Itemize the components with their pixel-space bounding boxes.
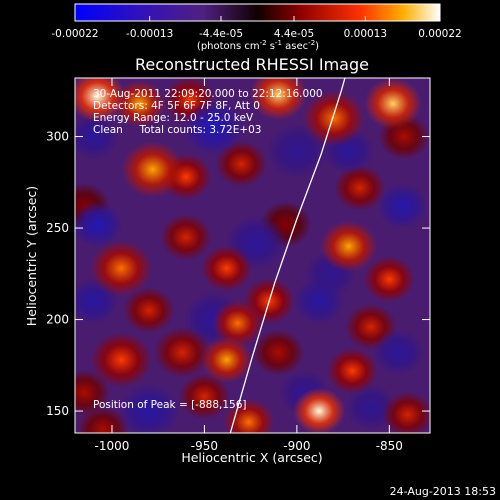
annotation-energy-range: Energy Range: 12.0 - 25.0 keV [93, 112, 254, 124]
rhessi-image [75, 78, 430, 433]
image-source-blob [75, 201, 124, 248]
image-source-blob [75, 78, 126, 122]
colorbar-tick-label: -4.4e-05 [199, 28, 243, 40]
image-source-blob [302, 90, 365, 147]
colorbar-tick-label: 0.00013 [344, 28, 387, 40]
image-source-blob [121, 141, 184, 198]
annotation-detectors: Detectors: 4F 5F 6F 7F 8F, Att 0 [93, 100, 260, 112]
image-source-blob [381, 391, 430, 433]
y-tick-label: 150 [46, 404, 69, 418]
colorbar-tick-label: -0.00022 [51, 28, 98, 40]
image-source-blob [363, 255, 416, 303]
colorbar-tick-label: 4.4e-05 [274, 28, 314, 40]
peak-position-label: Position of Peak = [-888,156] [93, 399, 247, 411]
chart-title: Reconstructed RHESSI Image [135, 55, 369, 74]
colorbar [74, 3, 441, 22]
image-source-blob [113, 80, 166, 127]
image-source-blob [326, 347, 379, 395]
x-tick-label: -850 [376, 439, 403, 453]
image-source-blob [320, 220, 378, 272]
image-source-blob [90, 240, 153, 297]
x-tick-label: -950 [191, 439, 218, 453]
x-axis-label: Heliocentric X (arcsec) [181, 450, 322, 465]
image-source-blob [372, 329, 425, 376]
image-source-blob [211, 299, 264, 347]
image-source-blob [215, 140, 268, 188]
image-source-blob [90, 331, 153, 388]
image-source-blob [75, 113, 120, 160]
annotation-clean-counts: Clean Total counts: 3.72E+03 [93, 124, 262, 136]
image-source-blob [123, 287, 175, 334]
x-tick-label: -900 [283, 439, 310, 453]
image-source-blob [182, 99, 245, 156]
axis-ticks: -1000 -950 -900 -850 150 200 250 300 [46, 78, 430, 453]
image-source-blob [200, 245, 253, 292]
colorbar-unit-label: (photons cm-2 s-1 asec-2) [197, 39, 319, 52]
timestamp: 24-Aug-2013 18:53 [389, 485, 496, 498]
image-source-blob [293, 277, 345, 325]
image-source-blob [117, 383, 181, 433]
image-source-blob [200, 336, 253, 384]
colorbar-tick-label: 0.00022 [418, 28, 461, 40]
x-tick-label: -1000 [95, 439, 130, 453]
image-source-blob [76, 406, 129, 433]
solar-limb-curve [229, 78, 346, 433]
image-source-blob [249, 78, 307, 121]
image-source-blob [376, 182, 429, 230]
image-source-blob [153, 326, 211, 379]
image-source-blob [222, 398, 275, 433]
image-source-blob [333, 164, 386, 212]
annotation-time-range: 30-Aug-2011 22:09:20.000 to 22:12:16.000 [93, 88, 323, 100]
image-source-blob [178, 373, 231, 420]
y-tick-label: 300 [46, 130, 69, 144]
image-source-blob [160, 213, 212, 261]
colorbar-ticks: -0.00022 -0.00013 -4.4e-05 4.4e-05 0.00013 0.… [51, 16, 462, 40]
colorbar-tick-label: -0.00013 [126, 28, 173, 40]
y-tick-label: 250 [46, 221, 69, 235]
y-tick-label: 200 [46, 313, 69, 327]
image-source-blob [293, 387, 345, 433]
image-source-blob [252, 329, 305, 376]
plot-frame [74, 77, 431, 434]
y-axis-label: Heliocentric Y (arcsec) [24, 186, 39, 326]
image-source-blob [364, 78, 422, 130]
